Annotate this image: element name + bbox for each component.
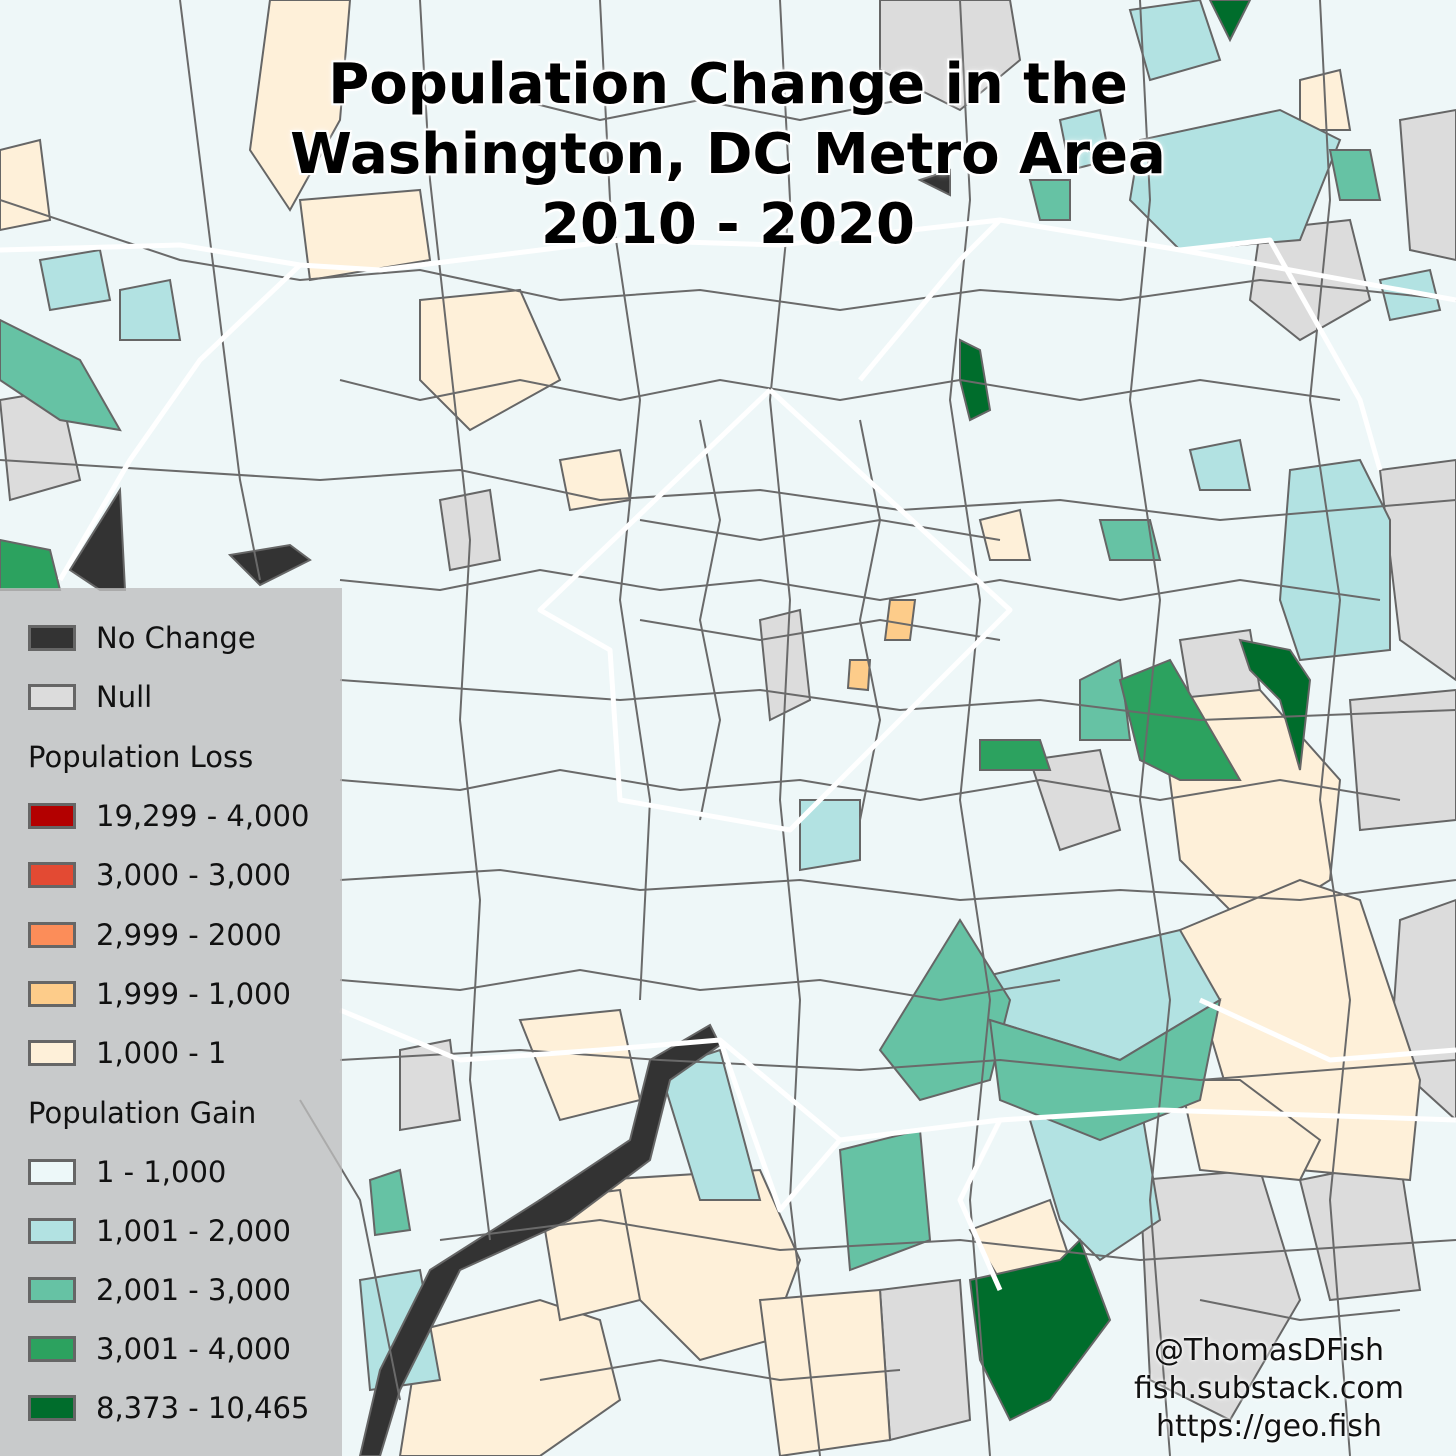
legend-swatch (28, 862, 76, 888)
credit-author: @ThomasDFish (1153, 1333, 1385, 1368)
no-change-areas (68, 168, 951, 1456)
legend-swatch (28, 803, 76, 829)
legend-swatch (28, 1395, 76, 1421)
legend-swatch (28, 625, 76, 651)
legend-label: 2,001 - 3,000 (96, 1273, 291, 1307)
legend-label: 1,999 - 1,000 (96, 977, 291, 1011)
legend-item-gain-3: 2,001 - 3,000 (28, 1270, 291, 1310)
legend-item-loss-1: 19,299 - 4,000 (28, 796, 309, 836)
legend-label: 19,299 - 4,000 (96, 799, 310, 833)
gain-level-5-tracts (959, 0, 1312, 1422)
credit-substack: fish.substack.com (1133, 1371, 1404, 1406)
credits: @ThomasDFish fish.substack.com https://g… (1134, 1332, 1404, 1446)
legend-label: 1,000 - 1 (96, 1036, 227, 1070)
legend-swatch (28, 684, 76, 710)
legend-item-gain-2: 1,001 - 2,000 (28, 1211, 291, 1251)
credit-website: https://geo.fish (1156, 1409, 1382, 1444)
legend-heading-loss: Population Loss (28, 740, 254, 774)
legend-label: 3,000 - 3,000 (96, 858, 291, 892)
legend-swatch (28, 1040, 76, 1066)
legend-swatch (28, 1159, 76, 1185)
legend-label: 3,001 - 4,000 (96, 1332, 291, 1366)
map-title: Population Change in the Washington, DC … (0, 50, 1456, 260)
title-line-1: Population Change in the (328, 52, 1128, 117)
title-line-2: Washington, DC Metro Area (290, 122, 1166, 187)
legend-item-gain-4: 3,001 - 4,000 (28, 1329, 291, 1369)
legend-swatch (28, 1336, 76, 1362)
legend-item-gain-1: 1 - 1,000 (28, 1152, 226, 1192)
legend-label: No Change (96, 621, 256, 655)
legend-item-loss-2: 3,000 - 3,000 (28, 855, 291, 895)
legend-label: 1,001 - 2,000 (96, 1214, 291, 1248)
legend-item-no-change: No Change (28, 618, 256, 658)
legend-swatch (28, 981, 76, 1007)
legend-label: Null (96, 680, 153, 714)
county-borders (0, 217, 1456, 1292)
legend-label: 2,999 - 2000 (96, 918, 282, 952)
title-line-3: 2010 - 2020 (541, 192, 915, 257)
legend-item-loss-4: 1,999 - 1,000 (28, 974, 291, 1014)
legend-swatch (28, 922, 76, 948)
legend-label: 8,373 - 10,465 (96, 1391, 310, 1425)
gain-level-3-tracts (0, 149, 1382, 1272)
legend-swatch (28, 1277, 76, 1303)
loss-medium-tracts (846, 599, 917, 692)
legend-label: 1 - 1,000 (96, 1155, 227, 1189)
legend-item-gain-5: 8,373 - 10,465 (28, 1388, 309, 1428)
legend-swatch (28, 1218, 76, 1244)
legend-item-loss-5: 1,000 - 1 (28, 1033, 226, 1073)
legend-item-null: Null (28, 677, 152, 717)
legend-item-loss-3: 2,999 - 2000 (28, 915, 282, 955)
gain-level-2-tracts (38, 0, 1442, 1392)
legend-heading-gain: Population Gain (28, 1096, 257, 1130)
legend-panel: No Change Null Population Loss 19,299 - … (0, 588, 342, 1456)
